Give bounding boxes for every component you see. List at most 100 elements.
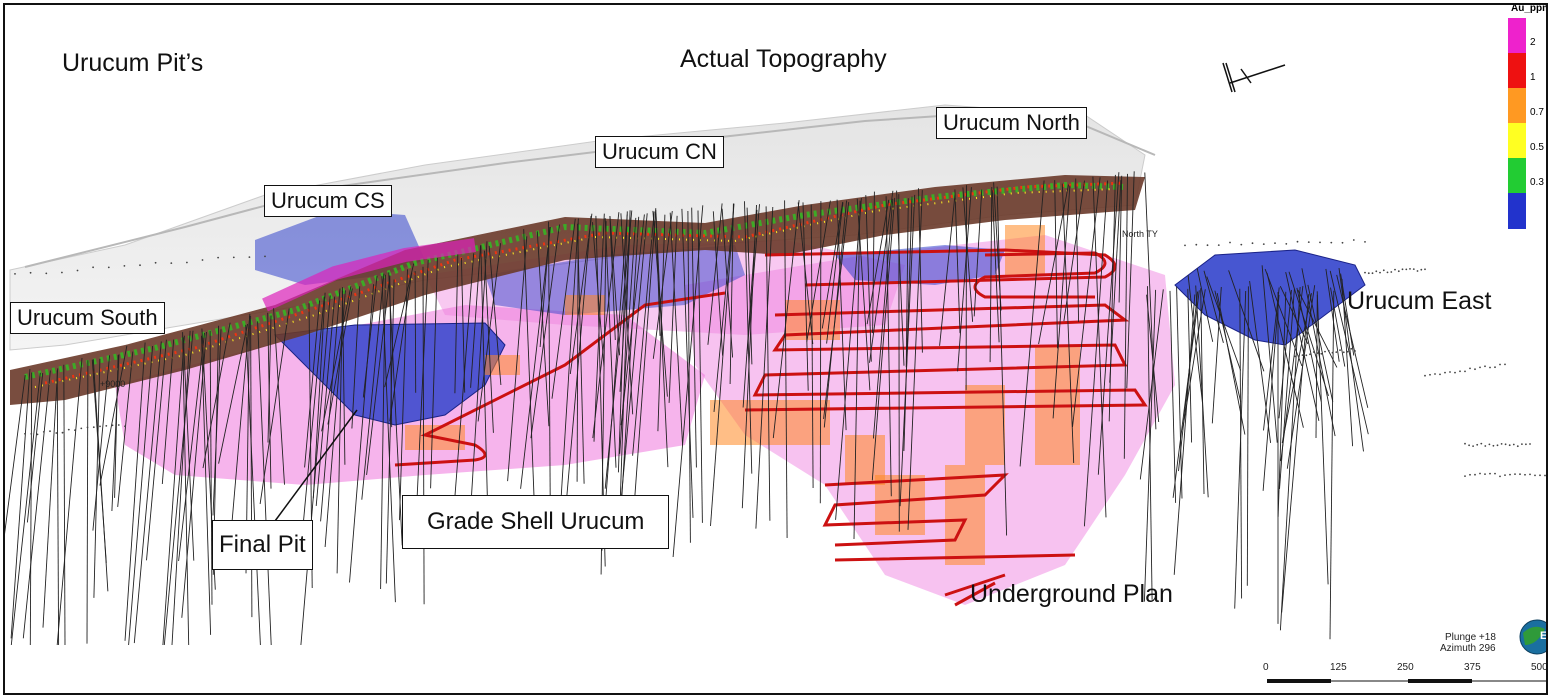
ramp-path (394, 291, 726, 467)
surface-dot (1494, 366, 1496, 369)
surface-dot (1539, 474, 1541, 477)
compass-letter: E (1540, 630, 1548, 642)
drillhole-trace-east (1301, 268, 1336, 437)
drillhole-trace-east (1216, 293, 1246, 435)
surface-dot (117, 424, 120, 426)
drillhole-trace (604, 210, 633, 489)
final-pit-leader-line (274, 409, 358, 522)
surface-dot (186, 261, 188, 264)
drillhole-trace-east (1196, 268, 1214, 342)
surface-dot (1330, 241, 1333, 244)
drillhole-trace (468, 241, 488, 541)
label-final-pit: Final Pit (212, 520, 313, 570)
drillhole-trace (903, 196, 913, 452)
drillhole-trace (592, 212, 620, 439)
surface-dot (1514, 473, 1516, 475)
compass-globe-icon (1519, 619, 1546, 655)
drillhole-trace (939, 194, 956, 346)
drillhole-trace (1246, 286, 1249, 586)
drillhole-trace (1118, 175, 1123, 303)
legend-swatch (1508, 123, 1526, 159)
drillhole-trace (273, 308, 285, 485)
drillhole-trace (42, 368, 59, 628)
surface-dot (1492, 444, 1495, 447)
drillhole-trace (1054, 180, 1058, 349)
surface-dot (1390, 271, 1393, 273)
surface-dot (1262, 243, 1265, 246)
drillhole-trace (905, 198, 909, 368)
ramp-path (822, 473, 1009, 547)
drillhole-trace (182, 332, 190, 646)
drillhole-trace (885, 196, 892, 497)
ramp-path (764, 248, 1117, 287)
drillhole-trace (560, 218, 579, 500)
drillhole-trace (569, 213, 593, 375)
stope-block (965, 385, 1005, 465)
legend-tick-label: 0.7 (1530, 107, 1544, 119)
drillhole-trace (697, 210, 703, 523)
surface-dot (1339, 349, 1341, 351)
surface-dot (201, 259, 204, 261)
drillhole-trace (477, 243, 502, 422)
surface-dot (1524, 473, 1526, 476)
drillhole-trace-east (1266, 272, 1304, 428)
surface-dot (1251, 242, 1254, 245)
drillhole-trace (865, 195, 872, 362)
surface-dot (1521, 443, 1523, 445)
surface-dot (1316, 352, 1319, 354)
legend-swatch (1508, 193, 1526, 229)
surface-dot (30, 433, 33, 435)
drillhole-trace (26, 373, 44, 523)
drillhole-trace (772, 200, 800, 439)
surface-dot (1319, 241, 1321, 244)
surface-dot (67, 428, 70, 431)
drillhole-trace (202, 322, 231, 469)
surface-dot (1294, 355, 1296, 358)
drillhole-trace (1315, 294, 1318, 439)
drillhole-trace (836, 199, 847, 431)
label-coordinate-tag: +9000 (100, 379, 126, 389)
drillhole-trace (321, 286, 352, 432)
drillhole-trace (551, 218, 576, 399)
drillhole-trace (385, 279, 395, 584)
drillhole-trace (826, 202, 844, 344)
drillhole-trace-east (1261, 265, 1278, 443)
surface-dot (248, 256, 251, 258)
drillhole-trace (1147, 286, 1153, 600)
drillhole-trace (63, 364, 66, 646)
drillhole-trace (451, 253, 475, 539)
drillhole-trace-east (1228, 270, 1265, 372)
drillhole-trace (918, 188, 923, 353)
drillhole-trace (362, 275, 378, 398)
surface-dot (105, 425, 108, 427)
surface-dot (45, 272, 48, 275)
drillhole-trace (707, 203, 723, 345)
north-arrow-icon (1222, 62, 1286, 93)
drillhole-trace (161, 339, 175, 485)
surface-dot (1444, 371, 1446, 374)
surface-dot (1416, 270, 1419, 272)
drillhole-trace (712, 211, 724, 356)
drillhole-trace (304, 300, 321, 468)
surface-dot (1350, 347, 1353, 350)
drillhole-trace (361, 273, 385, 500)
drillhole-trace-east (1296, 287, 1322, 402)
drillhole-trace (124, 342, 146, 641)
drillhole-trace (1123, 173, 1128, 459)
drillhole-band-outer (10, 175, 1145, 405)
surface-dot (1354, 350, 1356, 352)
surface-dot (1409, 268, 1411, 270)
surface-dot (74, 429, 76, 432)
drillhole-trace (86, 360, 89, 644)
drillhole-trace (488, 245, 502, 386)
surface-dot (29, 271, 32, 274)
surface-dot (1324, 350, 1326, 353)
surface-dot (1525, 443, 1527, 446)
drillhole-trace (835, 197, 862, 520)
legend-swatch (1508, 18, 1526, 54)
drillhole-trace (218, 323, 249, 464)
drillhole-trace (56, 357, 83, 646)
surface-dot (1412, 268, 1415, 270)
surface-dot (24, 432, 26, 435)
legend-tick-label: 1 (1530, 72, 1536, 84)
